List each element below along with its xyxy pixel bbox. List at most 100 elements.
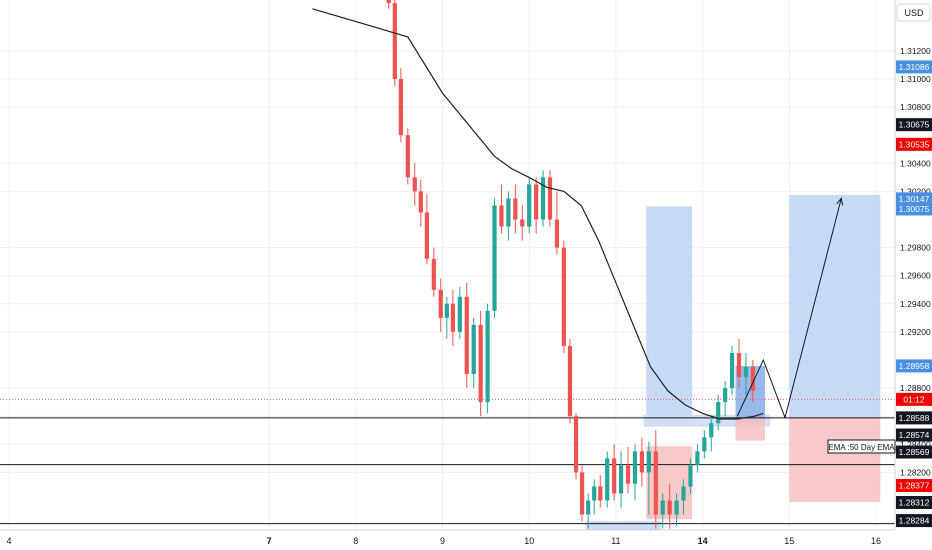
time-tick-label: 11: [611, 536, 620, 546]
price-tag: 1.30075: [896, 202, 932, 216]
price-tag-label: 1.30675: [899, 120, 930, 130]
stop-zone: [735, 417, 766, 441]
price-tag-bg: [896, 392, 932, 406]
currency-label: USD: [904, 8, 924, 18]
candle-body: [392, 3, 397, 80]
candle-body: [554, 219, 560, 248]
price-tag-bg: [896, 411, 932, 425]
time-tick-label: 9: [440, 536, 445, 546]
candle-body: [513, 198, 518, 220]
target-zone: [789, 195, 881, 418]
price-tag-bg: [896, 495, 932, 509]
time-tick-label: 16: [871, 536, 881, 546]
candle-body: [485, 310, 490, 403]
candle-body: [625, 465, 631, 484]
time-axis[interactable]: 478910111415161718: [0, 529, 932, 550]
candle-body: [605, 458, 610, 501]
candle-body: [729, 352, 735, 389]
ema-line: [312, 8, 764, 420]
candle-body: [743, 367, 749, 377]
price-tag-label: 1.30535: [899, 139, 930, 149]
price-tag: 1.30147: [896, 192, 932, 206]
price-tag-bg: [896, 60, 932, 74]
candle-body: [736, 352, 742, 377]
time-tick-label: 14: [698, 536, 708, 546]
candle-body: [667, 500, 672, 515]
candle-body: [681, 486, 686, 501]
candle-body: [716, 402, 721, 424]
candle-body: [639, 451, 645, 473]
ema-legend-label: EMA :50 Day EMA: [828, 443, 895, 452]
candle-body: [579, 472, 585, 515]
price-tag-label: 1.28312: [899, 497, 930, 507]
time-tick-label: 10: [524, 536, 534, 546]
candle-body: [592, 486, 597, 501]
candles[interactable]: [306, 0, 755, 529]
candle-body: [444, 303, 449, 318]
candle-body: [405, 135, 410, 178]
price-tick-label: 1.29400: [900, 299, 931, 309]
price-tag: 1.28574: [896, 428, 932, 442]
candle-body: [492, 205, 497, 311]
svg-text:EMA :50 Day EMA: EMA :50 Day EMA: [828, 443, 895, 452]
candle-body: [478, 324, 483, 403]
price-tag-label: 1.28958: [899, 361, 930, 371]
candle-body: [660, 500, 665, 515]
candle-body: [386, 0, 391, 4]
price-tag-label: 1.31086: [899, 62, 930, 72]
candle-body: [653, 451, 658, 515]
price-tag-bg: [896, 202, 932, 216]
price-tag-bg: [896, 192, 932, 206]
position-zones: [585, 195, 881, 550]
projection-path-group: [736, 197, 844, 420]
time-tick-label: 7: [267, 536, 272, 546]
currency-badge[interactable]: USD: [896, 3, 931, 22]
candle-body: [573, 416, 579, 473]
price-tag-bg: [896, 445, 932, 459]
candle-body: [450, 303, 456, 332]
price-axis[interactable]: 1.31200 1.31000 1.30800 1.30400 1.30200 1.298…: [894, 0, 932, 530]
candle-body: [424, 212, 429, 259]
price-tick-label: 1.29200: [900, 327, 931, 337]
candle-body: [702, 437, 707, 452]
projection-path: [736, 198, 842, 420]
price-tick-label: 1.29600: [900, 271, 931, 281]
price-tag-bg: [896, 359, 932, 373]
horizontal-lines: [0, 398, 895, 525]
price-tag: 1.28569: [896, 445, 932, 459]
price-tick-label: 1.28800: [900, 383, 931, 393]
price-tag: 1.31086: [896, 60, 932, 74]
price-tick-label: 1.30400: [900, 158, 931, 168]
price-tag-label: 01:12: [903, 394, 925, 404]
entry-zone: [643, 414, 771, 427]
price-tick-label: 1.31200: [900, 46, 931, 56]
candle-body: [527, 184, 532, 227]
price-tag-label: 1.28574: [899, 430, 930, 440]
candle-body: [499, 205, 504, 227]
price-tag-bg: [896, 514, 932, 528]
candle-body: [412, 177, 417, 192]
candle-body: [534, 184, 539, 220]
price-tag: 1.28284: [896, 514, 932, 528]
candle-body: [540, 177, 546, 220]
price-tick-label: 1.30200: [900, 186, 931, 196]
candle-body: [646, 451, 651, 473]
candle-body: [632, 451, 638, 484]
candle-body: [674, 500, 679, 515]
ema-legend-tag: EMA :50 Day EMA: [827, 439, 896, 454]
price-tag-label: 1.30075: [899, 204, 930, 214]
time-tick-label: 15: [784, 536, 794, 546]
price-tick-label: 1.29800: [900, 243, 931, 253]
candle-body: [471, 324, 476, 375]
candle-body: [586, 500, 591, 515]
candle-body: [723, 388, 728, 403]
time-tick-label: 4: [6, 536, 11, 546]
price-tag-label: 1.28569: [899, 447, 930, 457]
price-tag: 01:12: [896, 392, 932, 406]
price-tag: 1.30535: [896, 137, 932, 151]
price-tag: 1.28312: [896, 495, 932, 509]
price-tag-bg: [896, 137, 932, 151]
price-tag: 1.28958: [896, 359, 932, 373]
